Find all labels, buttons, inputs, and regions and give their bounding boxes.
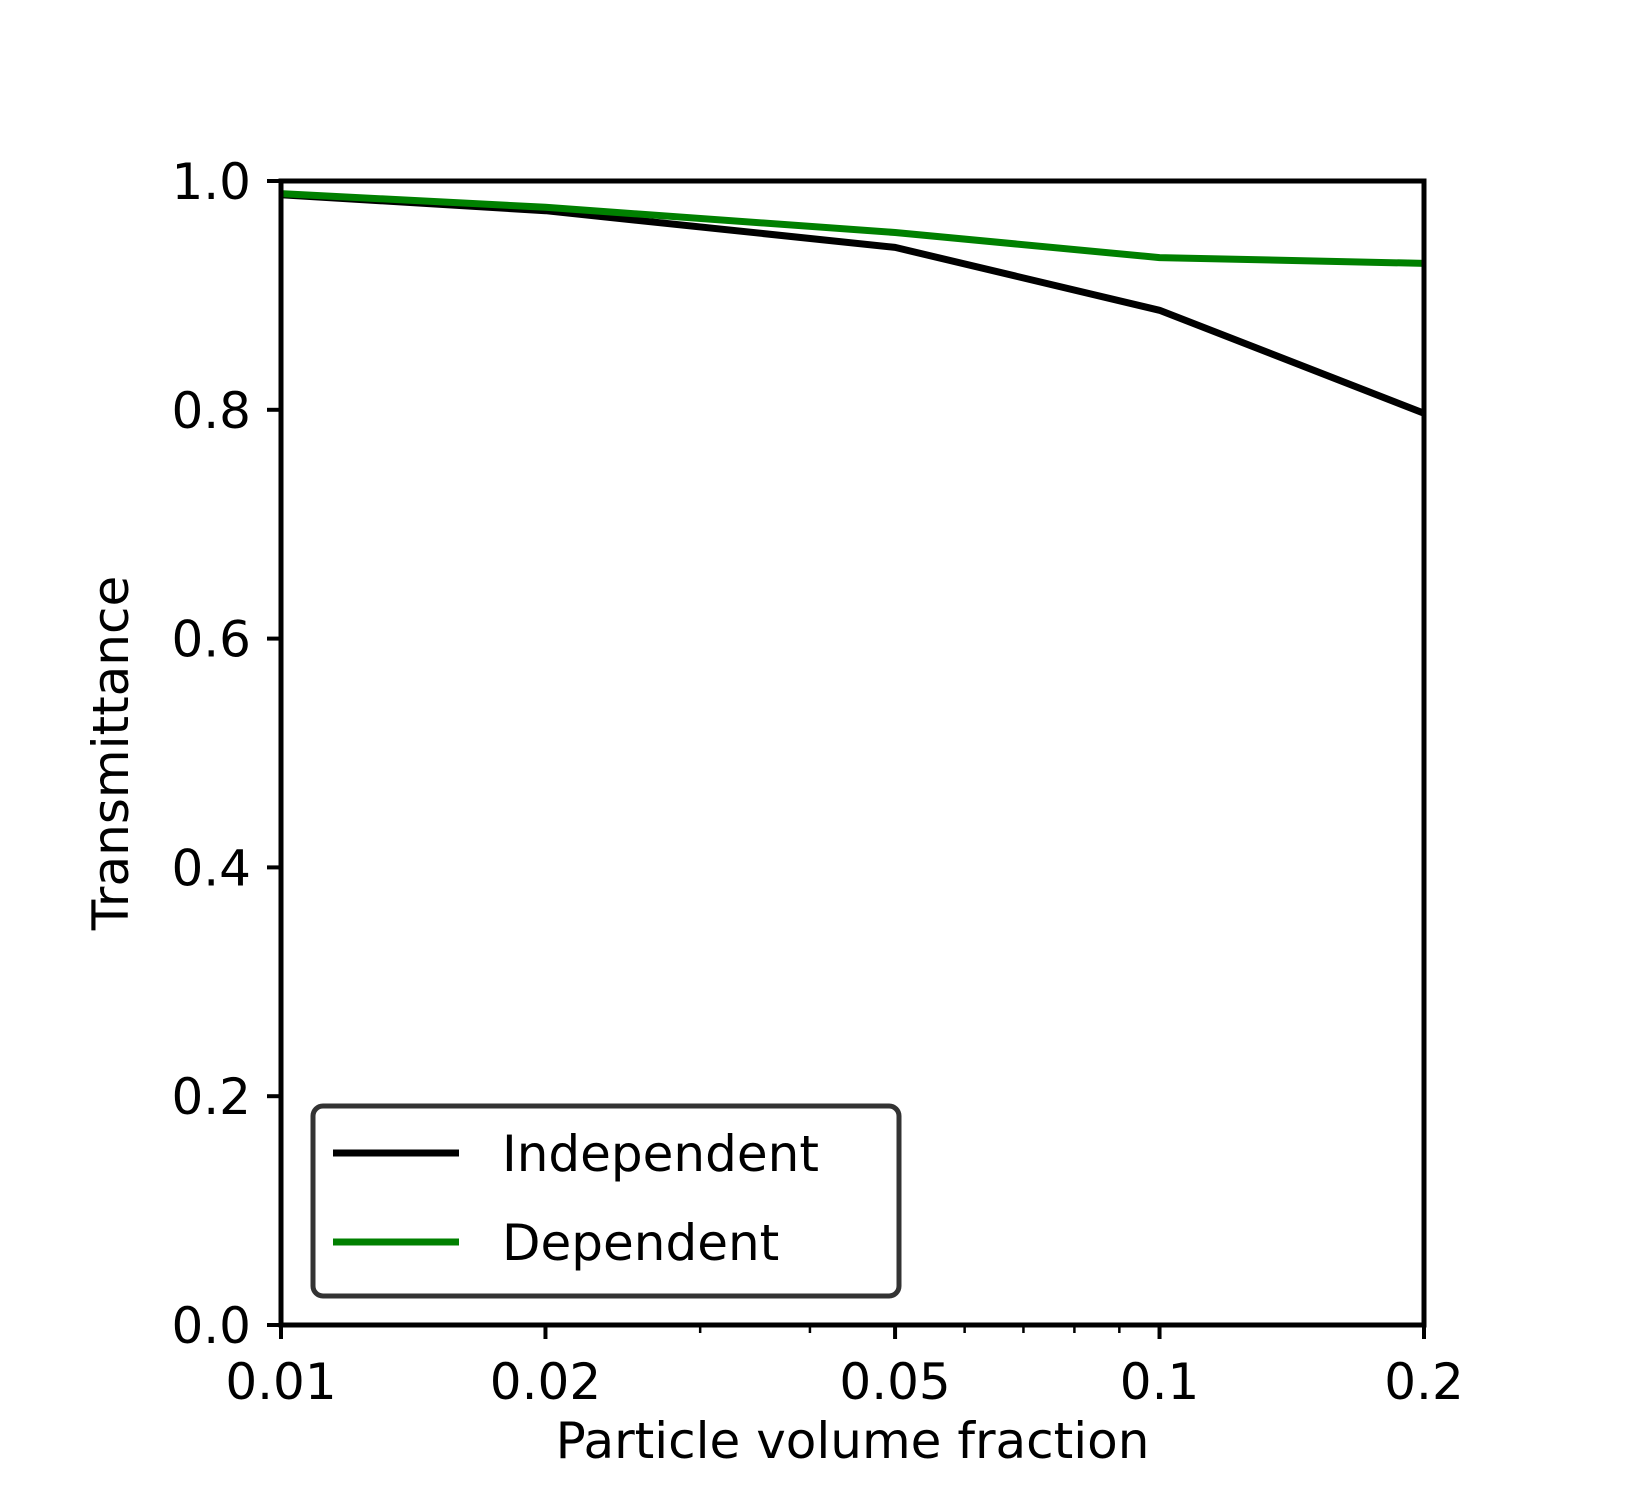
plot-frame: [278, 178, 1427, 1328]
y-tick-label: 0.2: [171, 1068, 251, 1126]
legend-box: [310, 1103, 902, 1299]
y-tick-label: 0.8: [171, 382, 251, 440]
x-tick-label: 0.02: [490, 1353, 601, 1411]
x-tick-label: 0.01: [225, 1353, 336, 1411]
series-line-dependent: [280, 190, 1425, 267]
legend-label-dependent: Dependent: [502, 1214, 779, 1272]
x-axis-title: Particle volume fraction: [556, 1412, 1150, 1470]
y-tick-label: 0.4: [171, 839, 251, 897]
y-tick-label: 0.0: [171, 1297, 251, 1355]
y-axis-title: Transmittance: [82, 576, 140, 932]
series-lines: [280, 190, 1426, 417]
legend-label-independent: Independent: [502, 1125, 819, 1183]
legend: Independent Dependent: [310, 1103, 902, 1299]
x-tick-label: 0.2: [1384, 1353, 1464, 1411]
tick-labels: 0.01 0.02 0.05 0.1 0.2 0.0 0.2 0.4 0.6 0.8 1.0: [171, 153, 1463, 1411]
x-tick-label: 0.05: [839, 1353, 950, 1411]
x-tick-label: 0.1: [1120, 1353, 1200, 1411]
y-tick-label: 0.6: [171, 611, 251, 669]
y-tick-label: 1.0: [171, 153, 251, 211]
